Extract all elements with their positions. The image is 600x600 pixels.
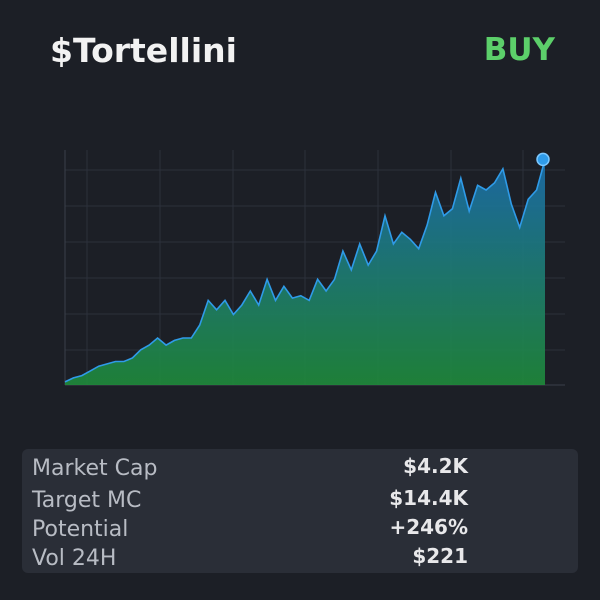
- stats: Market Cap $4.2K Target MC $14.4K Potential +…: [31, 454, 470, 571]
- price-line: [64, 159, 546, 383]
- stat-label: Vol 24H: [32, 546, 116, 571]
- stat-value: $4.2K: [403, 454, 469, 478]
- stat-label: Target MC: [31, 488, 141, 513]
- last-point: [536, 152, 550, 167]
- stat-value: $14.4K: [389, 486, 469, 510]
- stat-value: $221: [412, 544, 468, 568]
- buy-label: BUY: [484, 32, 556, 68]
- stat-label: Potential: [32, 517, 128, 542]
- area-fill: [65, 159, 545, 385]
- stat-label: Market Cap: [32, 456, 157, 481]
- stat-value: +246%: [389, 515, 468, 539]
- title: $Tortellini: [50, 31, 237, 70]
- plot: [64, 152, 550, 385]
- stats-panel: [22, 449, 578, 573]
